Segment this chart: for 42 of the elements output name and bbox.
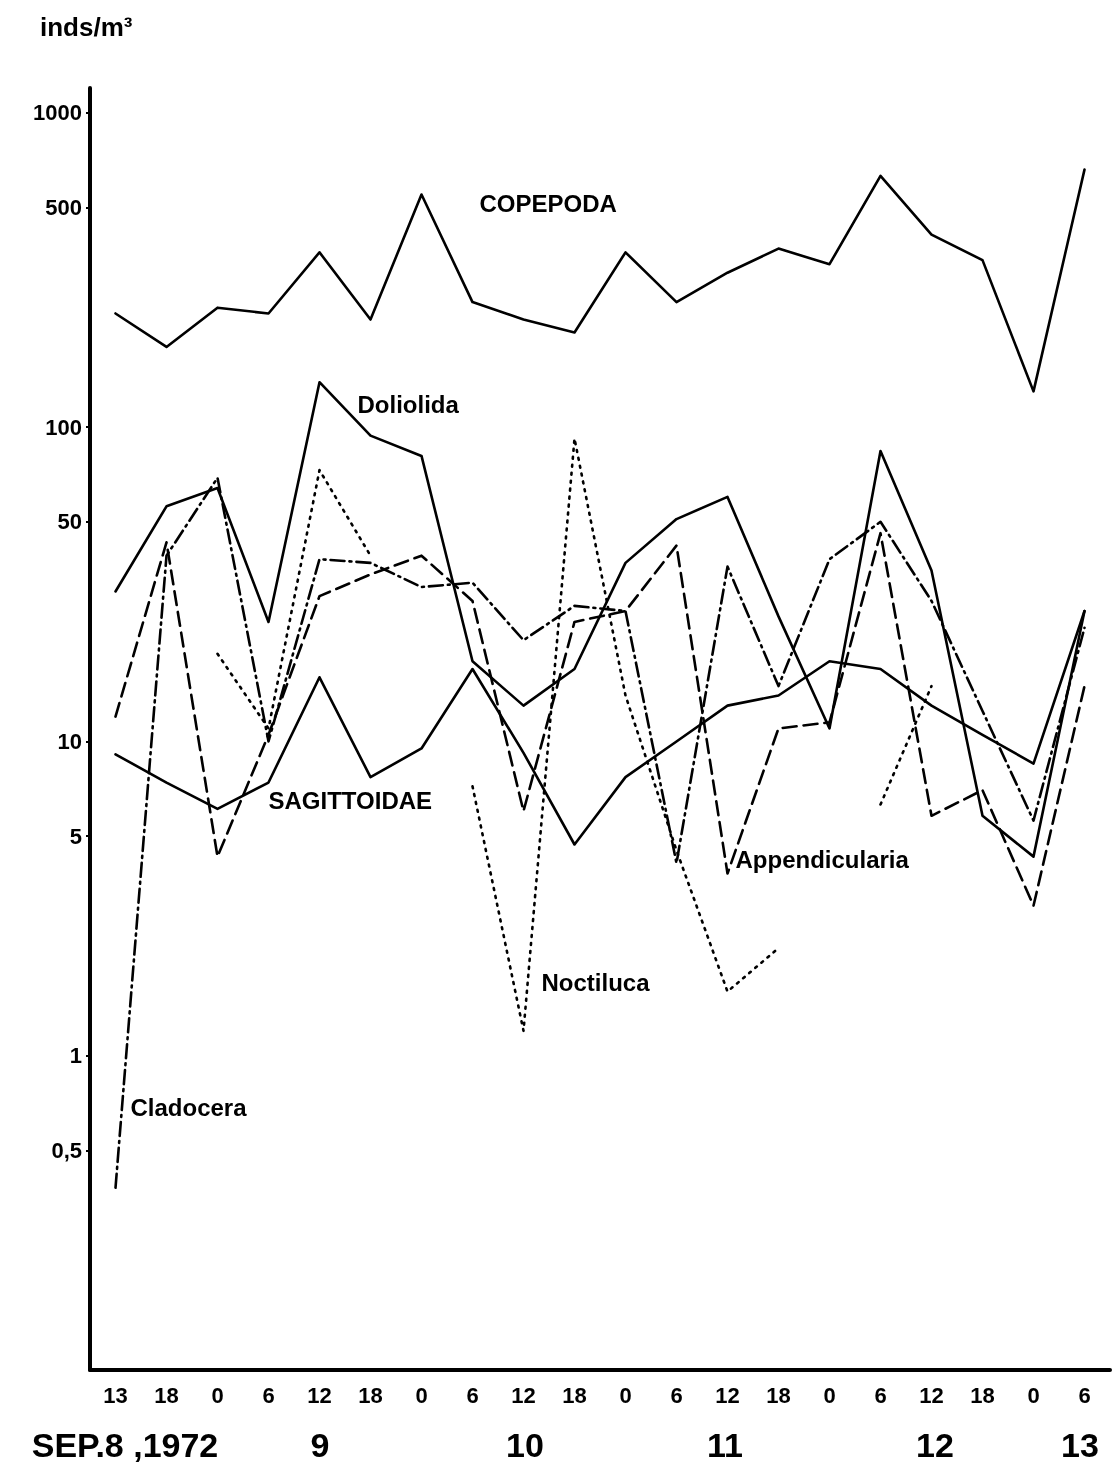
text: 12: [916, 1426, 954, 1464]
y-tick-label: 1000: [33, 100, 82, 126]
y-tick-label: 1: [69, 1043, 82, 1069]
x-tick-label: 18: [358, 1382, 383, 1408]
series-label: Cladocera: [130, 1094, 248, 1122]
x-tick-label: 12: [307, 1382, 332, 1408]
y-tick-label: 50: [57, 509, 82, 535]
y-tick-label: 100: [45, 414, 82, 440]
x-tick-label: 6: [1078, 1382, 1091, 1408]
series-label: Appendicularia: [735, 846, 910, 874]
text: 9: [310, 1426, 330, 1464]
x-tick-label: 6: [262, 1382, 275, 1408]
x-tick-label: 6: [670, 1382, 683, 1408]
x-tick-label: 0: [415, 1382, 428, 1408]
x-tick-label: 18: [766, 1382, 791, 1408]
x-tick-label: 18: [154, 1382, 179, 1408]
text: 10: [506, 1426, 544, 1464]
x-tick-label: 13: [103, 1382, 128, 1408]
x-tick-label: 6: [874, 1382, 887, 1408]
x-tick-label: 12: [511, 1382, 536, 1408]
series-label: COPEPODA: [479, 190, 617, 218]
text: 11: [707, 1426, 743, 1464]
series-label: Doliolida: [357, 390, 460, 418]
x-tick-label: 18: [562, 1382, 587, 1408]
y-axis-title: inds/m³: [40, 12, 133, 42]
x-tick-label: 12: [715, 1382, 740, 1408]
y-tick-label: 10: [57, 728, 82, 754]
x-tick-label: 0: [823, 1382, 836, 1408]
x-tick-label: 18: [970, 1382, 995, 1408]
y-tick-label: 500: [45, 194, 82, 220]
series-label: Noctiluca: [541, 969, 651, 997]
x-tick-label: 0: [1027, 1382, 1040, 1408]
y-tick-label: 0,5: [51, 1137, 82, 1163]
line-series: [114, 168, 1086, 393]
x-tick-label: 12: [919, 1382, 944, 1408]
x-tick-label: 6: [466, 1382, 479, 1408]
x-tick-label: 0: [211, 1382, 224, 1408]
text: 13: [1061, 1426, 1099, 1464]
y-tick-label: 5: [69, 823, 82, 849]
series-label: SAGITTOIDAE: [268, 786, 433, 814]
text: SEP.8 ,1972: [31, 1426, 219, 1464]
x-tick-label: 0: [619, 1382, 632, 1408]
